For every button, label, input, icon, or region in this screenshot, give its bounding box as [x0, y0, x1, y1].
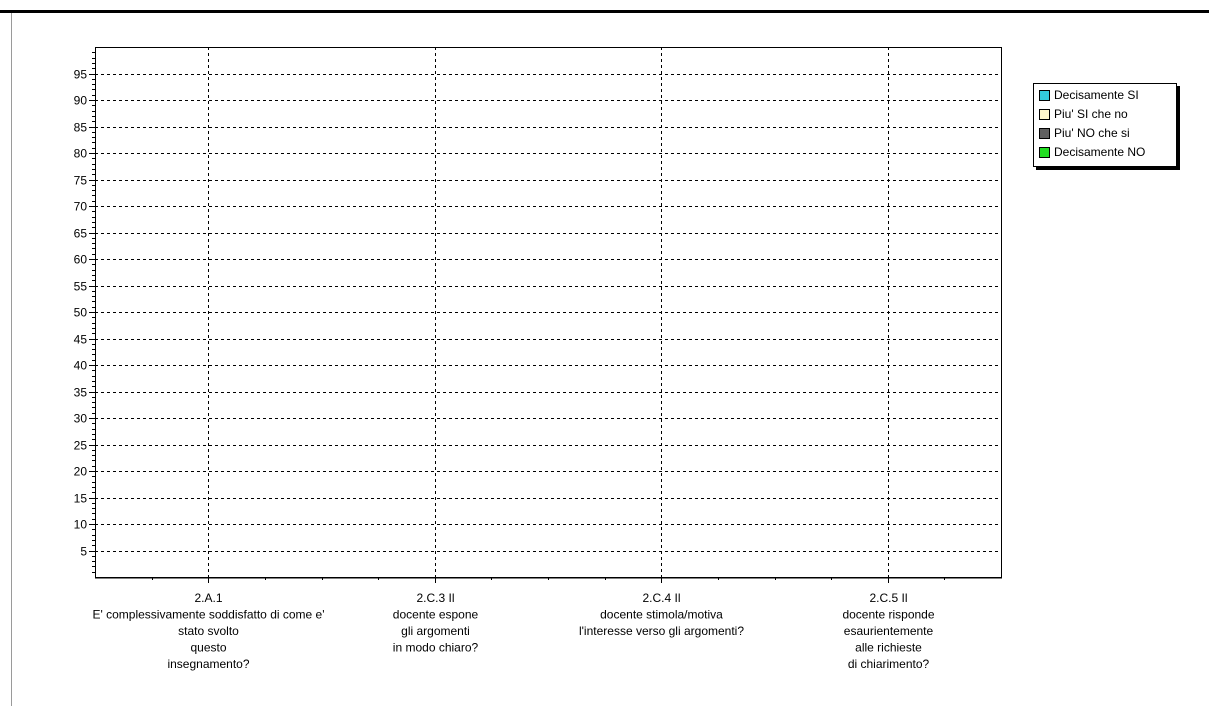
grid-layer	[95, 47, 1001, 577]
legend-swatch	[1039, 146, 1050, 158]
y-tick-label: 50	[74, 306, 88, 320]
x-category-label-line: insegnamento?	[167, 657, 249, 671]
left-border	[11, 13, 12, 706]
legend-item: Piu' NO che si	[1039, 125, 1130, 141]
x-category-label: 2.C.3 Il docente espone gli argomenti in mo…	[393, 591, 479, 655]
legend-label: Decisamente NO	[1054, 145, 1146, 159]
y-tick-label: 5	[80, 545, 87, 559]
x-category-label-line: stato svolto	[178, 624, 239, 638]
legend: Decisamente SI Piu' SI che no Piu' NO ch…	[1033, 83, 1177, 167]
y-tick-label: 20	[74, 465, 88, 479]
x-category-label-line: 2.A.1	[194, 591, 222, 605]
x-category-label-line: in modo chiaro?	[393, 641, 479, 655]
y-tick-label: 80	[74, 147, 88, 161]
legend-item: Decisamente SI	[1039, 87, 1139, 103]
y-tick-labels: 5 10 15 20 25 30 35 40 45 50 55 60 65 70 75 80 85 90 95	[74, 68, 88, 559]
legend-swatch	[1039, 108, 1050, 120]
y-tick-label: 15	[74, 492, 88, 506]
top-border	[0, 10, 1209, 13]
y-tick-label: 70	[74, 200, 88, 214]
x-category-label-line: di chiarimento?	[848, 657, 930, 671]
x-category-label-line: alle richieste	[855, 641, 922, 655]
x-category-label-line: docente stimola/motiva	[600, 608, 723, 622]
legend-swatch	[1039, 127, 1050, 139]
x-category-labels: 2.A.1 E' complessivamente soddisfatto di …	[92, 591, 934, 671]
legend-label: Piu' SI che no	[1054, 107, 1128, 121]
x-category-label-line: 2.C.5 Il	[869, 591, 907, 605]
legend-label: Piu' NO che si	[1054, 126, 1130, 140]
legend-swatch	[1039, 89, 1050, 101]
axis-layer	[89, 47, 1002, 583]
x-category-label-line: l'interesse verso gli argomenti?	[579, 624, 744, 638]
y-tick-label: 65	[74, 227, 88, 241]
x-category-label: 2.C.4 Il docente stimola/motiva l'interess…	[579, 591, 744, 638]
y-tick-label: 55	[74, 280, 88, 294]
x-category-label-line: gli argomenti	[401, 624, 470, 638]
y-tick-label: 35	[74, 386, 88, 400]
y-tick-label: 85	[74, 121, 88, 135]
x-category-label-line: esaurientemente	[844, 624, 934, 638]
x-category-label-line: docente espone	[393, 608, 479, 622]
x-category-label-line: 2.C.3 Il	[416, 591, 454, 605]
y-tick-label: 90	[74, 94, 88, 108]
x-category-label-line: 2.C.4 Il	[642, 591, 680, 605]
x-category-label-line: questo	[190, 641, 226, 655]
x-category-label-line: docente risponde	[842, 608, 934, 622]
x-category-label: 2.C.5 Il docente risponde esaurientemente a…	[842, 591, 934, 671]
y-tick-label: 95	[74, 68, 88, 82]
legend-item: Decisamente NO	[1039, 144, 1145, 160]
y-tick-label: 45	[74, 333, 88, 347]
y-tick-label: 60	[74, 253, 88, 267]
y-tick-label: 10	[74, 518, 88, 532]
x-category-label-line: E' complessivamente soddisfatto di come …	[92, 608, 324, 622]
legend-item: Piu' SI che no	[1039, 106, 1128, 122]
legend-label: Decisamente SI	[1054, 88, 1139, 102]
y-tick-label: 25	[74, 439, 88, 453]
y-tick-label: 75	[74, 174, 88, 188]
x-category-label: 2.A.1 E' complessivamente soddisfatto di …	[92, 591, 324, 671]
y-tick-label: 40	[74, 359, 88, 373]
y-tick-label: 30	[74, 412, 88, 426]
